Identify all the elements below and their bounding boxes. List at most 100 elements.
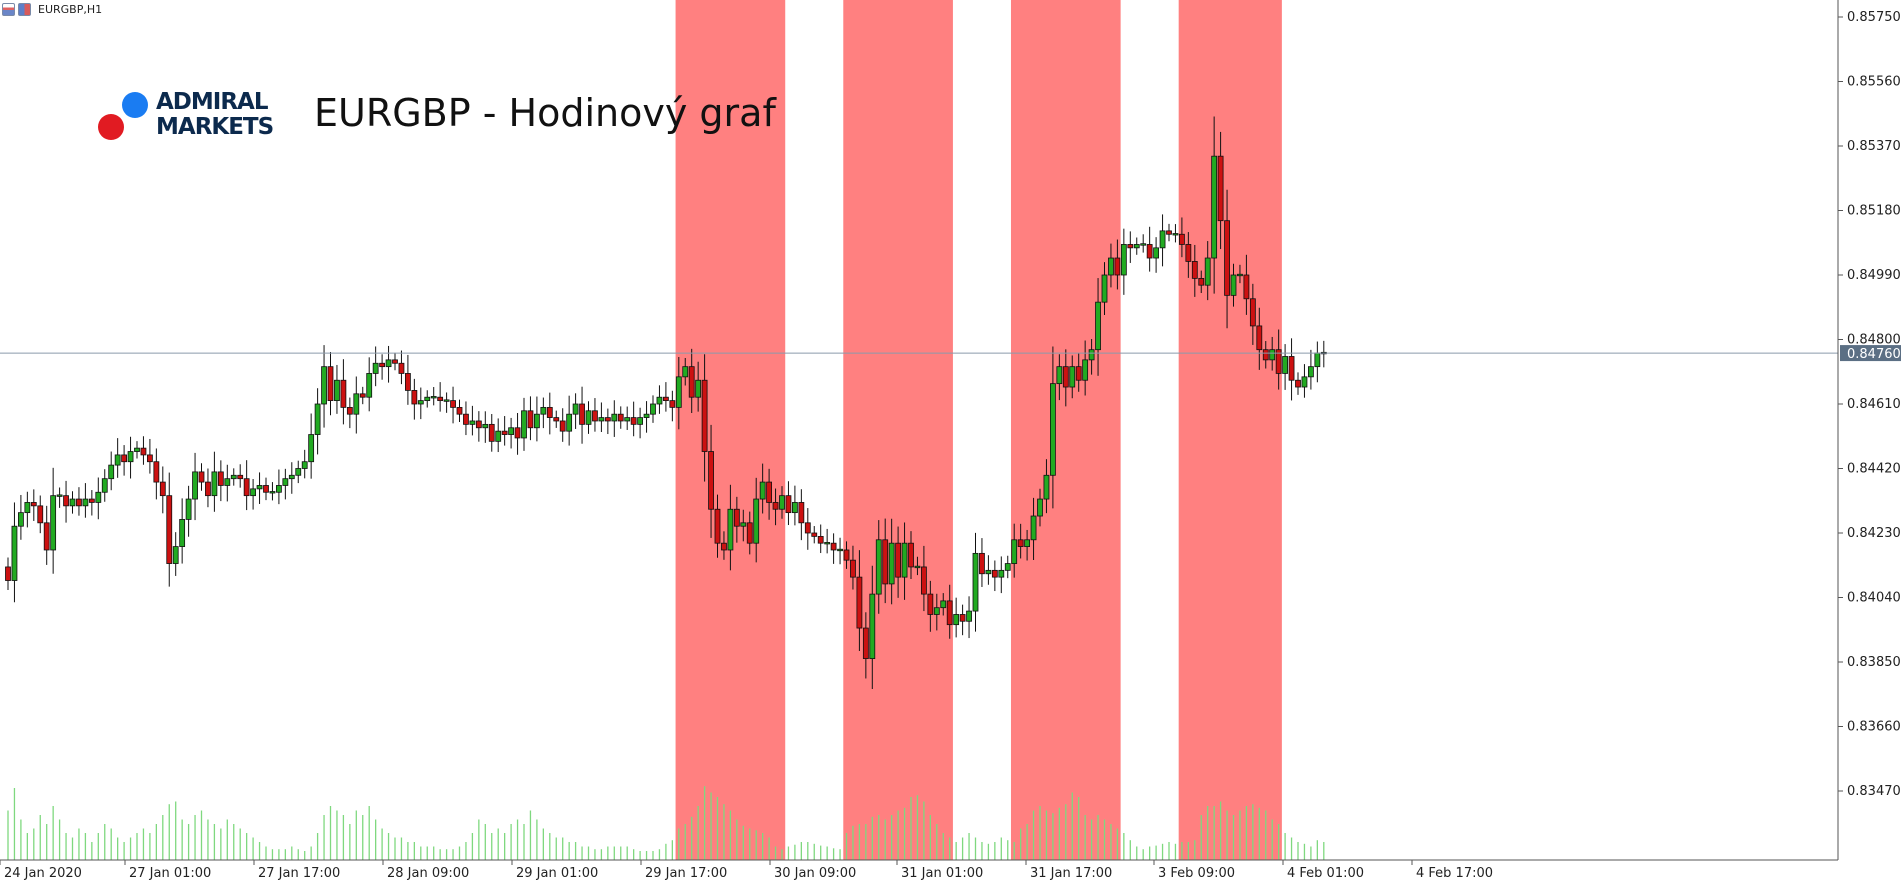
candle [443, 392, 450, 413]
highlight-bands [675, 0, 1282, 860]
candle [430, 387, 437, 406]
candle [1082, 340, 1089, 396]
x-tick-label: 30 Jan 09:00 [774, 866, 856, 881]
candle [663, 382, 669, 412]
candle-body [553, 417, 560, 422]
candle [275, 469, 282, 505]
y-tick-label: 0.84420 [1847, 462, 1901, 477]
candle-body [630, 417, 637, 425]
candle-body [656, 396, 663, 405]
candle-body [1217, 155, 1224, 222]
candle [862, 612, 869, 679]
candle-body [95, 491, 102, 503]
candle [727, 484, 734, 571]
candle [250, 479, 257, 510]
x-tick-label: 4 Feb 01:00 [1287, 866, 1364, 881]
candle [1088, 338, 1095, 375]
candle [837, 537, 843, 565]
candle [708, 424, 714, 538]
candle-body [379, 362, 386, 368]
candle-body [669, 400, 676, 408]
candle-body [327, 366, 334, 402]
y-tick-label: 0.84230 [1847, 526, 1901, 541]
y-tick-label: 0.85180 [1847, 204, 1901, 219]
candle-body [1243, 274, 1250, 300]
candle-body [572, 403, 579, 415]
candle [695, 361, 702, 412]
candle-body [185, 498, 192, 520]
candle [553, 410, 560, 428]
candle [669, 390, 676, 422]
candle [404, 354, 411, 405]
candle-body [746, 522, 753, 544]
candle-body [1224, 220, 1230, 296]
candle [121, 445, 127, 476]
candle [1237, 264, 1243, 284]
window-icon[interactable] [2, 2, 15, 16]
candle [114, 438, 121, 478]
candle-body [824, 542, 831, 545]
candle-body [862, 627, 869, 660]
chart-title: EURGBP - Hodinový graf [314, 91, 776, 135]
candle-body [108, 464, 115, 480]
candle [398, 350, 405, 385]
candle [140, 436, 147, 465]
candle-body [1301, 376, 1308, 388]
candle-body [624, 417, 631, 422]
candle [488, 414, 495, 452]
candle-body [146, 454, 153, 463]
candle-body [1314, 352, 1321, 368]
candle [811, 526, 818, 544]
candle-body [985, 569, 992, 575]
candle [179, 498, 186, 564]
candle [508, 417, 515, 449]
candle [843, 541, 850, 569]
candle-body [1037, 498, 1043, 517]
candle-body [817, 535, 824, 544]
candle-body [991, 569, 998, 578]
candle [263, 477, 269, 501]
candle [469, 405, 476, 436]
candle [1256, 307, 1263, 370]
candle [514, 412, 521, 455]
candle [637, 407, 643, 439]
candle-body [695, 379, 702, 398]
x-tick-label: 27 Jan 01:00 [129, 866, 211, 881]
candle-body [475, 420, 482, 429]
candle [192, 452, 198, 521]
candle [1301, 364, 1308, 398]
candle [817, 524, 824, 554]
candle [1043, 459, 1050, 514]
candle-body [1120, 244, 1127, 276]
candle-body [198, 471, 205, 483]
candle-body [224, 478, 231, 486]
candle-body [946, 600, 953, 626]
candle [1282, 344, 1288, 390]
candle-body [1114, 257, 1121, 276]
candle [940, 593, 947, 616]
candle [198, 463, 205, 491]
candle-body [875, 539, 882, 595]
candle [1037, 488, 1043, 527]
candle [424, 390, 431, 408]
candle [475, 411, 482, 442]
candle-body [424, 396, 431, 402]
chart-icon[interactable] [18, 2, 31, 16]
candle [998, 556, 1005, 594]
candle [946, 584, 953, 639]
candle [314, 388, 321, 455]
volume-bars [7, 786, 1325, 860]
candle [1004, 555, 1011, 579]
candle-body [192, 471, 198, 500]
candle-body [230, 474, 237, 480]
candle [392, 352, 398, 371]
candle [1275, 329, 1282, 390]
y-tick-label: 0.84800 [1847, 333, 1901, 348]
candle [372, 346, 379, 387]
candle-body [1075, 366, 1082, 381]
candle-body [469, 420, 476, 425]
candle-body [1288, 356, 1295, 381]
candle [624, 406, 631, 430]
candle [1127, 231, 1134, 263]
